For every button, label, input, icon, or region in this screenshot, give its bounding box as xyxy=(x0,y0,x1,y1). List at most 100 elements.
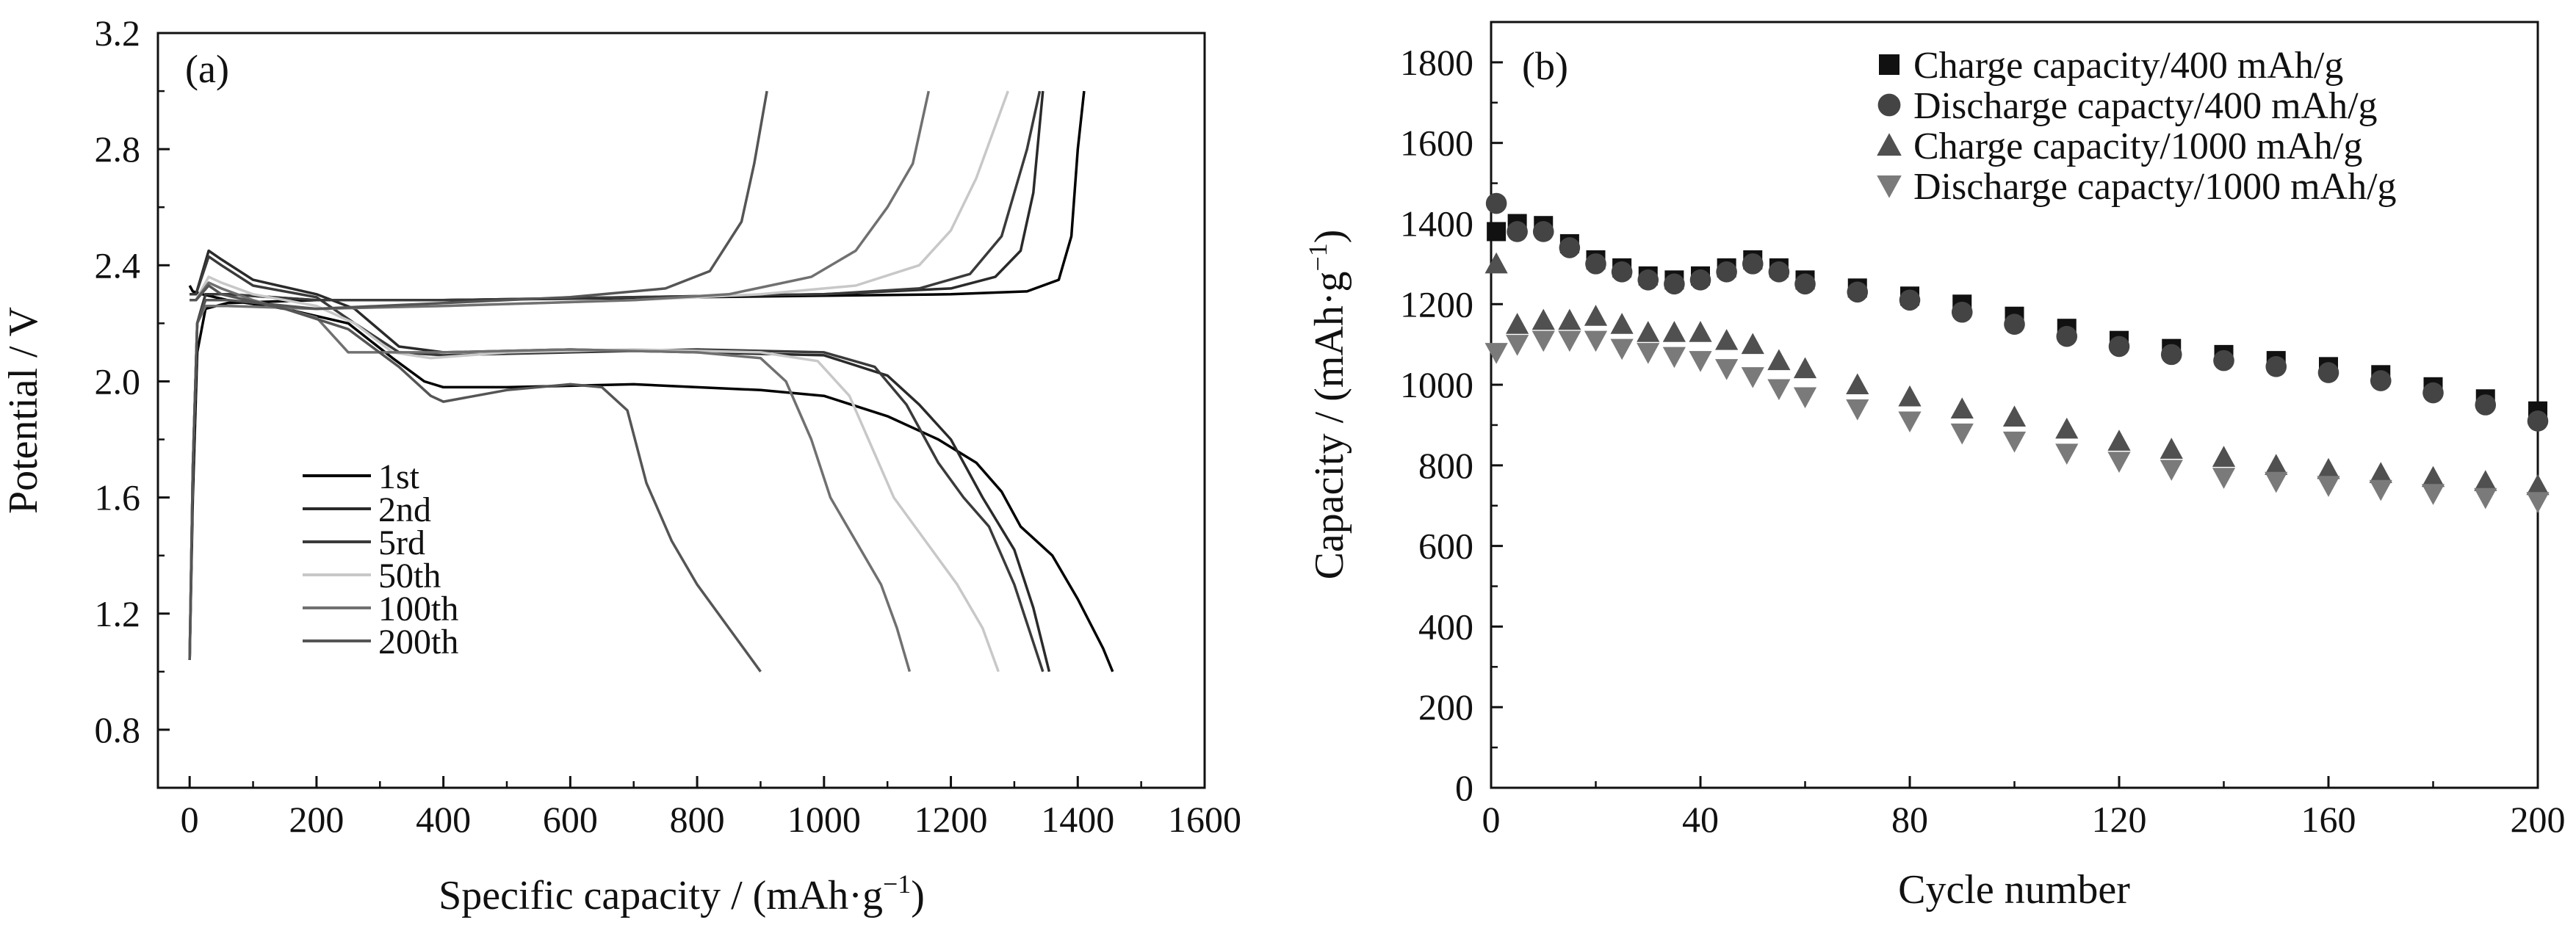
panel-a-ticks: 0 200 400 600 800 1000 1200 1400 1600 0.8 1.2 1.6 2.… xyxy=(95,12,1242,840)
legend-label-2nd: 2nd xyxy=(378,490,431,529)
panel-b-ylabel: Capacity / (mAh·g−1) xyxy=(1303,230,1352,580)
data-point xyxy=(1689,351,1712,372)
data-point xyxy=(2475,394,2497,416)
data-point xyxy=(1558,308,1581,330)
legend-marker-triangle-up xyxy=(1877,133,1902,156)
series-1 xyxy=(1485,192,2549,432)
data-point xyxy=(2369,462,2392,483)
series-3 xyxy=(1484,330,2550,513)
panel-a-voltage-profile: 0 200 400 600 800 1000 1200 1400 1600 0.8 1.2 1.6 2.… xyxy=(1,12,1241,918)
data-point xyxy=(1741,333,1764,355)
panel-b-ylabel-sup: −1 xyxy=(1303,243,1332,271)
panel-b-ticks: 0 40 80 120 160 200 0 200 400 600 800 1000 1200 1400 1… xyxy=(1400,42,2566,840)
data-point xyxy=(1584,305,1608,326)
legend-marker-square xyxy=(1879,54,1899,75)
panel-a-xlabel: Specific capacity / (mAh·g−1) xyxy=(439,869,925,918)
data-point xyxy=(1716,261,1737,283)
panel-b-xtick-label: 80 xyxy=(1891,799,1928,840)
panel-a-xtick-label: 1400 xyxy=(1041,799,1114,840)
panel-a-xtick-label: 0 xyxy=(181,799,199,840)
panel-a-curves xyxy=(188,90,1114,673)
panel-b-ytick-label: 200 xyxy=(1418,686,1473,728)
data-point xyxy=(2108,336,2130,358)
data-point xyxy=(1846,399,1869,421)
panel-b-ytick-label: 1000 xyxy=(1400,364,1473,405)
data-point xyxy=(2004,313,2025,336)
panel-a-label: (a) xyxy=(185,47,229,91)
panel-a-ytick-label: 2.0 xyxy=(95,360,141,402)
panel-b-ytick-label: 600 xyxy=(1418,526,1473,567)
data-point xyxy=(1610,338,1634,360)
legend-label-1st: 1st xyxy=(378,457,420,496)
data-point xyxy=(2055,417,2079,439)
data-point xyxy=(2265,356,2287,377)
panel-a-xlabel-sup: −1 xyxy=(883,869,911,899)
data-point xyxy=(1531,308,1555,330)
data-point xyxy=(1767,349,1791,371)
panel-b-ytick-label: 1200 xyxy=(1400,283,1473,325)
data-point xyxy=(1507,221,1528,242)
panel-a-xtick-label: 1600 xyxy=(1168,799,1241,840)
series-2 xyxy=(1484,252,2550,496)
legend-marker-triangle-down xyxy=(1877,175,1902,198)
panel-b-ytick-label: 1600 xyxy=(1400,123,1473,164)
data-point xyxy=(2421,465,2445,487)
data-point xyxy=(2107,452,2131,473)
data-point xyxy=(2317,457,2340,479)
panel-b-points xyxy=(1484,192,2550,513)
data-point xyxy=(2317,476,2340,497)
panel-b-ytick-label: 400 xyxy=(1418,606,1473,647)
panel-a-xlabel-main: Specific capacity / (mAh·g xyxy=(439,873,883,918)
panel-a-frame xyxy=(156,32,1206,789)
legend-label-50th: 50th xyxy=(378,557,441,595)
data-point xyxy=(2526,474,2550,496)
panel-b-xtick-label: 0 xyxy=(1482,799,1501,840)
panel-b-ytick-label: 1400 xyxy=(1400,203,1473,244)
data-point xyxy=(2160,344,2182,366)
legend-label: Charge capacity/400 mAh/g xyxy=(1913,45,2343,87)
panel-b-xtick-label: 40 xyxy=(1682,799,1719,840)
panel-b-cycling-performance: 0 40 80 120 160 200 0 200 400 600 800 1000 1200 1400 1… xyxy=(1303,21,2566,913)
data-point xyxy=(1899,289,1921,311)
curve-200th-discharge xyxy=(190,284,762,673)
data-point xyxy=(1898,411,1922,433)
panel-a-ytick-label: 2.4 xyxy=(95,244,141,286)
data-point xyxy=(2212,468,2236,489)
panel-b-ytick-label: 0 xyxy=(1455,767,1473,808)
data-point xyxy=(1637,269,1659,291)
legend-label: Discharge capacty/400 mAh/g xyxy=(1913,85,2378,127)
data-point xyxy=(1847,281,1869,303)
data-point xyxy=(1558,330,1581,352)
data-point xyxy=(1610,313,1634,334)
data-point xyxy=(2056,325,2078,347)
data-point xyxy=(2421,484,2445,505)
data-point xyxy=(1794,273,1816,295)
data-point xyxy=(2474,487,2497,510)
data-point xyxy=(1768,261,1790,283)
data-point xyxy=(2527,410,2549,432)
legend-label: Discharge capacty/1000 mAh/g xyxy=(1913,166,2397,208)
curve-100th-charge xyxy=(188,90,931,661)
panel-b-label: (b) xyxy=(1522,44,1568,88)
data-point xyxy=(2369,479,2392,501)
curve-50th-discharge xyxy=(190,275,1000,673)
data-point xyxy=(2055,443,2079,465)
data-point xyxy=(1793,387,1817,409)
data-point xyxy=(1898,385,1922,407)
data-point xyxy=(1662,347,1686,369)
data-point xyxy=(1689,321,1712,342)
panel-b-xtick-label: 160 xyxy=(2301,799,2356,840)
data-point xyxy=(2265,471,2288,493)
data-point xyxy=(1506,335,1529,356)
panel-a-xtick-label: 800 xyxy=(670,799,725,840)
data-point xyxy=(1584,330,1608,352)
data-point xyxy=(2002,431,2027,453)
data-point xyxy=(1531,330,1555,352)
data-point xyxy=(1484,252,1508,274)
panel-b-ytick-label: 1800 xyxy=(1400,42,1473,83)
panel-a-ytick-label: 2.8 xyxy=(95,128,141,170)
data-point xyxy=(1662,321,1686,342)
panel-b-xtick-label: 120 xyxy=(2092,799,2147,840)
panel-b-xlabel: Cycle number xyxy=(1898,867,2130,913)
